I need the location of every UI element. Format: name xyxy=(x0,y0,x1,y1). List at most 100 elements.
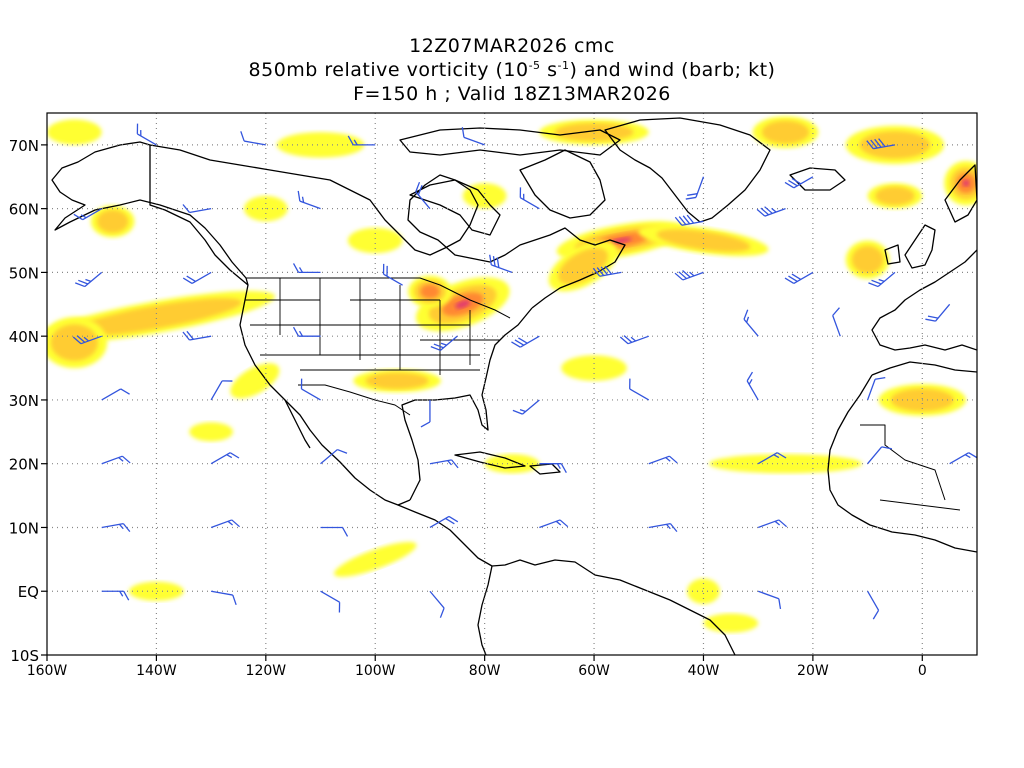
vorticity-feature xyxy=(276,132,365,158)
coastline-british-isles xyxy=(884,224,936,269)
graticule xyxy=(47,113,977,655)
wind-barb xyxy=(101,388,130,401)
title-line-2-mid: s xyxy=(540,59,558,81)
wind-barb xyxy=(210,519,240,529)
wind-barb xyxy=(382,263,403,286)
wind-barb xyxy=(101,590,130,601)
vorticity-contour xyxy=(455,299,471,309)
coastline-scandinavia xyxy=(944,164,977,223)
border-africa xyxy=(860,424,961,511)
state-borders xyxy=(245,278,500,375)
coastline-west-us xyxy=(239,284,411,506)
wind-barb xyxy=(347,135,376,146)
wind-barb xyxy=(72,335,102,345)
vorticity-contour xyxy=(347,227,403,254)
wind-barb xyxy=(461,127,485,146)
vorticity-feature xyxy=(230,363,280,399)
coastline-south-america xyxy=(477,565,493,655)
wind-barb xyxy=(101,523,131,533)
coastline-med xyxy=(871,361,977,376)
coastlines xyxy=(51,117,977,655)
title-line-2: 850mb relative vorticity (10-5 s-1) and … xyxy=(0,58,1024,82)
wind-barb xyxy=(539,463,567,474)
vorticity-contour xyxy=(851,245,884,274)
lat-tick-label: 40N xyxy=(9,328,39,346)
coastline-africa xyxy=(827,374,977,553)
wind-barb xyxy=(430,335,458,351)
wind-barb xyxy=(629,378,650,401)
vorticity-contour xyxy=(875,186,915,206)
vorticity-contour xyxy=(656,229,751,252)
vorticity-feature xyxy=(408,275,452,308)
vorticity-contour xyxy=(333,541,417,577)
lat-tick-label: 20N xyxy=(9,456,39,474)
wind-barb xyxy=(420,399,431,428)
vorticity-feature xyxy=(638,224,769,257)
vorticity-feature xyxy=(752,116,819,149)
lat-tick-label: EQ xyxy=(18,583,39,601)
wind-barb xyxy=(867,446,892,465)
wind-barb xyxy=(648,455,678,465)
lat-tick-label: 70N xyxy=(9,137,39,155)
vorticity-contour xyxy=(230,363,280,399)
vorticity-contour xyxy=(71,298,242,336)
vorticity-feature xyxy=(353,369,441,393)
lon-tick-label: 140W xyxy=(136,663,177,679)
wind-barb xyxy=(182,204,212,214)
coastline-greenland xyxy=(604,117,771,223)
wind-barb xyxy=(300,378,321,401)
vorticity-contour xyxy=(276,132,365,158)
wind-barb xyxy=(429,654,448,655)
vorticity-contour xyxy=(761,120,810,144)
wind-barb xyxy=(512,399,540,415)
vorticity-feature xyxy=(867,183,923,209)
wind-barb xyxy=(182,330,212,341)
wind-barb xyxy=(832,307,841,337)
wind-barb xyxy=(866,377,886,401)
vorticity-contour xyxy=(708,454,863,474)
wind-barb xyxy=(648,523,678,533)
lat-tick-label: 60N xyxy=(9,201,39,219)
coastline-hispaniola xyxy=(529,463,561,475)
wind-barb xyxy=(674,269,704,281)
wind-barb xyxy=(101,455,131,465)
coastline-alaska xyxy=(51,141,249,286)
vorticity-feature xyxy=(189,422,233,442)
wind-barb xyxy=(925,303,951,322)
wind-barb xyxy=(240,131,266,146)
wind-barb xyxy=(320,526,349,537)
wind-barb xyxy=(136,123,157,146)
wind-barb xyxy=(866,138,896,150)
wind-barb xyxy=(685,176,705,200)
vorticity-contour xyxy=(189,422,233,442)
lat-tick-label: 30N xyxy=(9,392,39,410)
title-line-3: F=150 h ; Valid 18Z13MAR2026 xyxy=(353,83,671,105)
plot-frame xyxy=(46,112,978,656)
wind-barb xyxy=(784,176,814,189)
title-exponent-2: -1 xyxy=(557,59,570,72)
wind-barbs xyxy=(72,123,977,655)
vorticity-feature xyxy=(708,454,863,474)
coastline-baffin xyxy=(519,149,606,219)
wind-barb xyxy=(182,271,212,284)
wind-barb xyxy=(592,265,622,277)
wind-barb xyxy=(429,459,459,469)
border-us-canada xyxy=(246,277,511,319)
vorticity-contour xyxy=(462,183,507,209)
lon-tick-label: 60W xyxy=(578,663,610,679)
wind-barb xyxy=(757,452,787,465)
vorticity-contour xyxy=(703,613,759,633)
wind-barb xyxy=(75,271,103,288)
vorticity-contour xyxy=(420,284,440,299)
wind-barb xyxy=(867,590,880,620)
wind-barb xyxy=(211,590,237,605)
vorticity-contour xyxy=(962,179,970,187)
vorticity-contour xyxy=(558,247,608,285)
lon-tick-label: 0 xyxy=(918,663,927,679)
wind-barb xyxy=(429,515,459,529)
wind-barb xyxy=(210,380,233,401)
vorticity-contour xyxy=(365,372,429,390)
wind-barb xyxy=(519,187,540,210)
